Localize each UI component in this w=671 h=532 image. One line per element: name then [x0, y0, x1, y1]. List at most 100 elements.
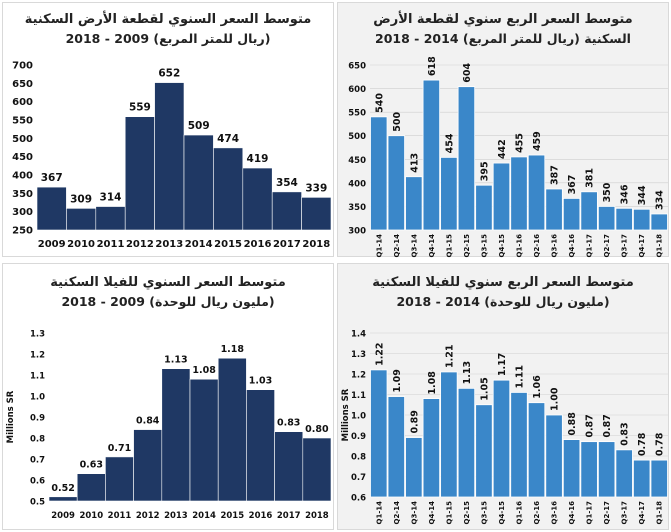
- data-label: 1.17: [497, 353, 508, 376]
- data-label: 367: [567, 175, 578, 195]
- bar: [597, 206, 616, 231]
- bar: [213, 147, 244, 231]
- x-tick-label: Q4-17: [638, 501, 646, 525]
- x-tick-label: 2013: [164, 511, 188, 521]
- y-tick-label: 350: [12, 189, 33, 200]
- data-label: 381: [585, 168, 596, 188]
- x-tick-label: Q4-16: [568, 501, 576, 525]
- data-label: 500: [392, 111, 403, 131]
- data-label: 354: [276, 177, 298, 189]
- data-label: 459: [532, 131, 543, 151]
- chart-title: متوسط السعر الربع سنوي للفيلا السكنية: [372, 275, 634, 290]
- bar: [66, 208, 97, 231]
- chart-subtitle: (مليون ريال للوحدة) 2014 - 2018: [396, 294, 610, 309]
- data-label: 1.13: [462, 361, 473, 384]
- x-tick-label: 2018: [305, 511, 329, 521]
- villa-quarterly-chart-panel: متوسط السعر الربع سنوي للفيلا السكنية (م…: [337, 263, 669, 530]
- bar: [527, 402, 546, 498]
- data-label: 1.18: [221, 344, 245, 355]
- data-label: 350: [602, 182, 613, 202]
- bar: [457, 387, 476, 498]
- bar: [580, 191, 598, 231]
- bar: [133, 429, 163, 502]
- data-label: 395: [479, 161, 490, 181]
- data-label: 0.71: [108, 443, 131, 454]
- y-tick-label: 1.1: [30, 372, 45, 382]
- x-tick-label: Q1-18: [656, 234, 664, 258]
- data-label: 387: [550, 165, 561, 185]
- data-label: 1.09: [392, 369, 403, 392]
- data-label: 314: [100, 192, 122, 204]
- data-label: 604: [462, 62, 473, 82]
- bar: [440, 156, 458, 231]
- villa-quarterly-bar-chart: 0.6 0.7 0.8 0.9 1.0 1.1 1.2 1.3 1.4 Millions SR 1.…: [341, 330, 668, 525]
- y-tick-label: 350: [348, 203, 366, 213]
- x-tick-label: 2016: [249, 511, 273, 521]
- data-label: 0.52: [51, 483, 74, 494]
- y-tick-label: 1.2: [351, 371, 366, 381]
- y-tick-label: 0.6: [351, 494, 366, 504]
- data-label: 0.78: [637, 432, 648, 456]
- x-tick-label: Q1-18: [656, 501, 664, 525]
- data-label: 442: [497, 139, 508, 159]
- data-label: 346: [620, 184, 631, 204]
- x-tick-label: 2009: [38, 239, 66, 250]
- y-tick-label: 1.2: [30, 351, 45, 361]
- bar: [580, 441, 598, 498]
- bar: [387, 135, 405, 231]
- bar: [457, 86, 476, 231]
- data-label: 339: [305, 182, 327, 194]
- x-tick-label: Q2-16: [533, 501, 541, 525]
- y-tick-label: 600: [12, 97, 33, 108]
- y-tick-label: 0.8: [351, 453, 366, 463]
- data-label: 0.80: [305, 424, 329, 435]
- x-tick-label: Q1-15: [445, 234, 453, 258]
- x-tick-label: 2016: [244, 239, 272, 250]
- data-label: 455: [515, 133, 526, 153]
- y-tick-label: 0.8: [30, 435, 45, 445]
- x-tick-label: Q4-15: [498, 234, 506, 258]
- bar: [615, 207, 633, 231]
- y-tick-label: 650: [12, 79, 33, 90]
- x-tick-label: Q3-14: [410, 234, 418, 258]
- bar: [562, 198, 581, 231]
- data-label: 367: [41, 172, 63, 184]
- bar: [510, 156, 528, 231]
- y-tick-label: 0.5: [30, 498, 45, 508]
- x-tick-label: 2012: [136, 511, 160, 521]
- x-tick-label: Q2-15: [463, 501, 471, 525]
- bar: [183, 134, 214, 231]
- y-tick-label: 550: [348, 109, 366, 119]
- y-tick-label: 1.4: [351, 330, 366, 340]
- bar: [492, 379, 511, 498]
- chart-title: متوسط السعر السنوي للفيلا السكنية: [50, 275, 286, 290]
- x-tick-label: 2009: [51, 511, 75, 521]
- bar: [492, 162, 511, 231]
- chart-title: متوسط السعر الربع سنوي لقطعة الأرض: [373, 12, 633, 27]
- data-label: 0.88: [567, 412, 578, 436]
- bar: [217, 357, 247, 502]
- bar: [124, 116, 155, 231]
- y-tick-label: 400: [348, 179, 366, 189]
- y-tick-label: 1.0: [351, 412, 366, 422]
- bar: [422, 398, 441, 498]
- x-tick-label: Q4-15: [498, 501, 506, 525]
- x-tick-label: 2017: [277, 511, 301, 521]
- x-tick-label: Q4-14: [428, 234, 436, 258]
- bar: [650, 213, 668, 231]
- data-label: 0.87: [585, 414, 596, 437]
- chart-subtitle: (مليون ريال للوحدة) 2009 - 2018: [61, 294, 275, 309]
- bar: [301, 197, 332, 231]
- land-quarterly-chart-panel: متوسط السعر الربع سنوي لقطعة الأرض السكن…: [337, 2, 669, 257]
- x-tick-label: Q1-16: [516, 501, 524, 525]
- bar: [271, 191, 302, 231]
- bar: [95, 206, 126, 231]
- bar: [562, 439, 581, 498]
- chart-title: متوسط السعر السنوي لقطعة الأرض السكنية: [24, 12, 312, 27]
- bar: [440, 371, 458, 498]
- x-tick-label: Q3-14: [410, 501, 418, 525]
- data-label: 540: [374, 93, 385, 113]
- y-tick-label: 550: [12, 116, 33, 127]
- x-tick-label: Q1-16: [516, 234, 524, 258]
- bar: [527, 154, 546, 231]
